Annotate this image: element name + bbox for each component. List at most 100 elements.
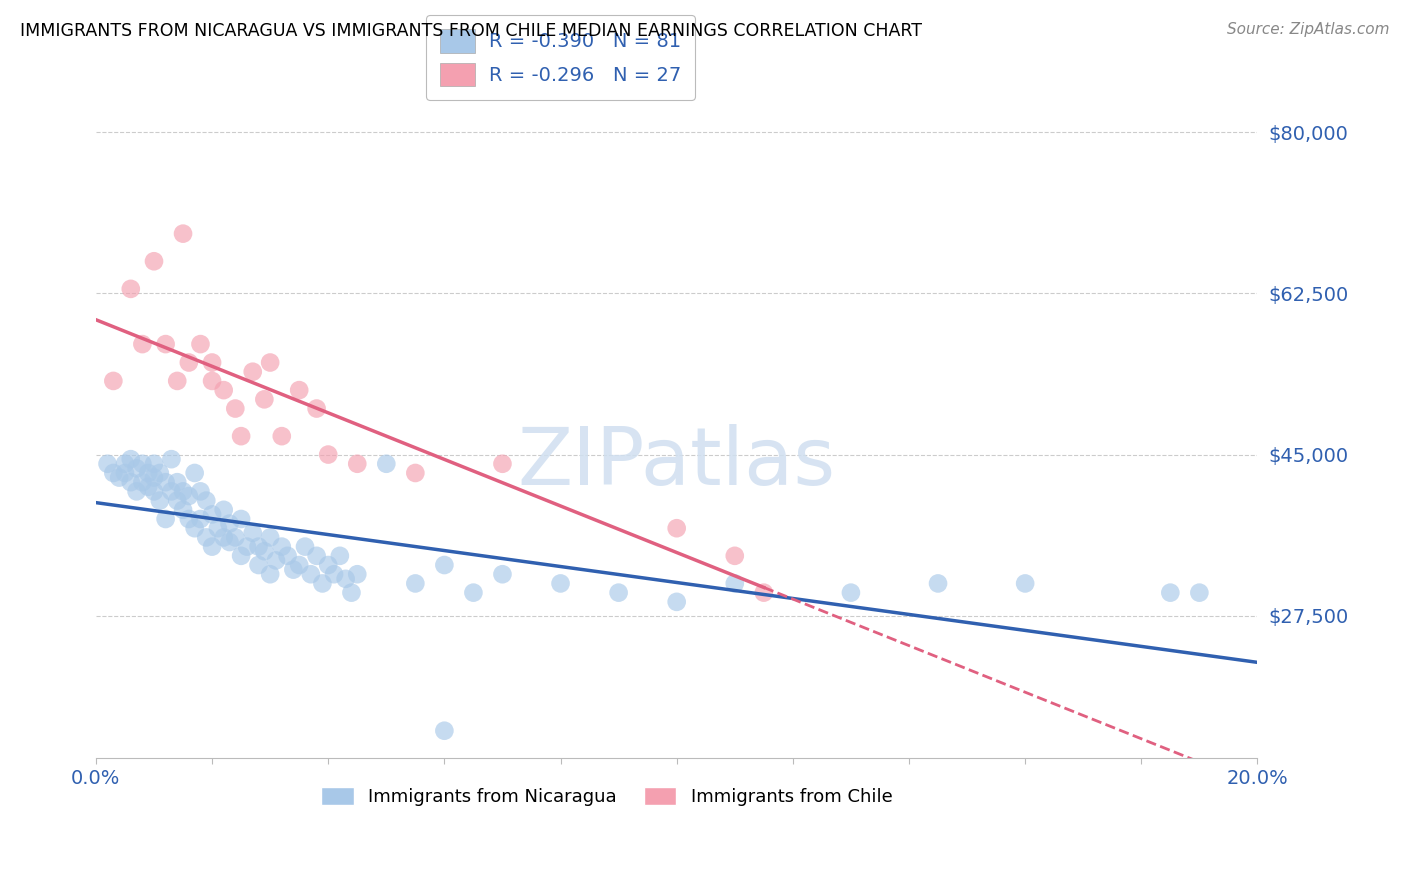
Point (491, 457, 513, 471)
Point (264, 553, 287, 567)
Point (166, 475, 188, 490)
Point (149, 493, 172, 508)
Point (207, 521, 229, 535)
Point (550, 576, 572, 591)
Point (463, 585, 485, 599)
Point (195, 530, 218, 544)
Point (270, 540, 292, 554)
Point (229, 429, 252, 443)
Point (253, 392, 276, 407)
Point (136, 466, 159, 480)
Point (299, 567, 322, 582)
Point (143, 457, 166, 471)
Point (143, 470, 166, 484)
Point (294, 540, 316, 554)
Point (346, 457, 368, 471)
Point (665, 595, 688, 609)
Point (375, 457, 398, 471)
Point (195, 493, 218, 508)
Point (259, 567, 281, 582)
Point (103, 466, 125, 480)
Point (433, 558, 456, 572)
Point (229, 512, 252, 526)
Point (160, 484, 183, 499)
Point (218, 516, 240, 531)
Point (172, 503, 194, 517)
Point (242, 365, 264, 379)
Point (1188, 585, 1211, 599)
Point (166, 374, 188, 388)
Point (166, 493, 188, 508)
Point (311, 576, 333, 591)
Point (136, 480, 159, 494)
Legend: Immigrants from Nicaragua, Immigrants from Chile: Immigrants from Nicaragua, Immigrants fr… (314, 780, 900, 814)
Point (607, 585, 630, 599)
Point (120, 282, 142, 296)
Point (201, 540, 224, 554)
Point (270, 429, 292, 443)
Point (190, 512, 212, 526)
Point (160, 452, 183, 467)
Point (131, 337, 153, 351)
Point (491, 567, 513, 582)
Point (323, 567, 346, 582)
Point (149, 466, 172, 480)
Point (305, 549, 328, 563)
Point (242, 525, 264, 540)
Point (177, 489, 200, 503)
Point (114, 457, 136, 471)
Point (665, 521, 688, 535)
Point (201, 374, 224, 388)
Point (212, 530, 235, 544)
Point (155, 337, 177, 351)
Point (335, 572, 357, 586)
Point (125, 484, 148, 499)
Point (288, 383, 311, 397)
Point (125, 461, 148, 475)
Point (247, 558, 270, 572)
Point (316, 558, 339, 572)
Point (190, 337, 212, 351)
Point (114, 466, 136, 480)
Text: ZIPatlas: ZIPatlas (517, 424, 835, 501)
Point (177, 355, 200, 369)
Point (229, 549, 252, 563)
Point (1014, 576, 1036, 591)
Point (329, 549, 352, 563)
Point (247, 540, 270, 554)
Point (212, 383, 235, 397)
Point (259, 355, 281, 369)
Point (316, 448, 339, 462)
Point (346, 567, 368, 582)
Point (155, 512, 177, 526)
Point (277, 549, 299, 563)
Point (433, 723, 456, 738)
Point (404, 576, 426, 591)
Point (752, 585, 775, 599)
Point (143, 254, 166, 268)
Point (253, 544, 276, 558)
Point (218, 535, 240, 549)
Point (288, 558, 311, 572)
Point (108, 470, 131, 484)
Point (103, 374, 125, 388)
Point (201, 508, 224, 522)
Point (183, 466, 205, 480)
Point (305, 401, 328, 416)
Point (404, 466, 426, 480)
Text: Source: ZipAtlas.com: Source: ZipAtlas.com (1226, 22, 1389, 37)
Point (183, 521, 205, 535)
Point (201, 355, 224, 369)
Point (259, 530, 281, 544)
Point (177, 512, 200, 526)
Point (120, 452, 142, 467)
Point (340, 585, 363, 599)
Point (224, 530, 246, 544)
Point (143, 484, 166, 499)
Point (283, 563, 305, 577)
Point (212, 503, 235, 517)
Point (120, 475, 142, 490)
Point (172, 227, 194, 241)
Point (172, 484, 194, 499)
Point (839, 585, 862, 599)
